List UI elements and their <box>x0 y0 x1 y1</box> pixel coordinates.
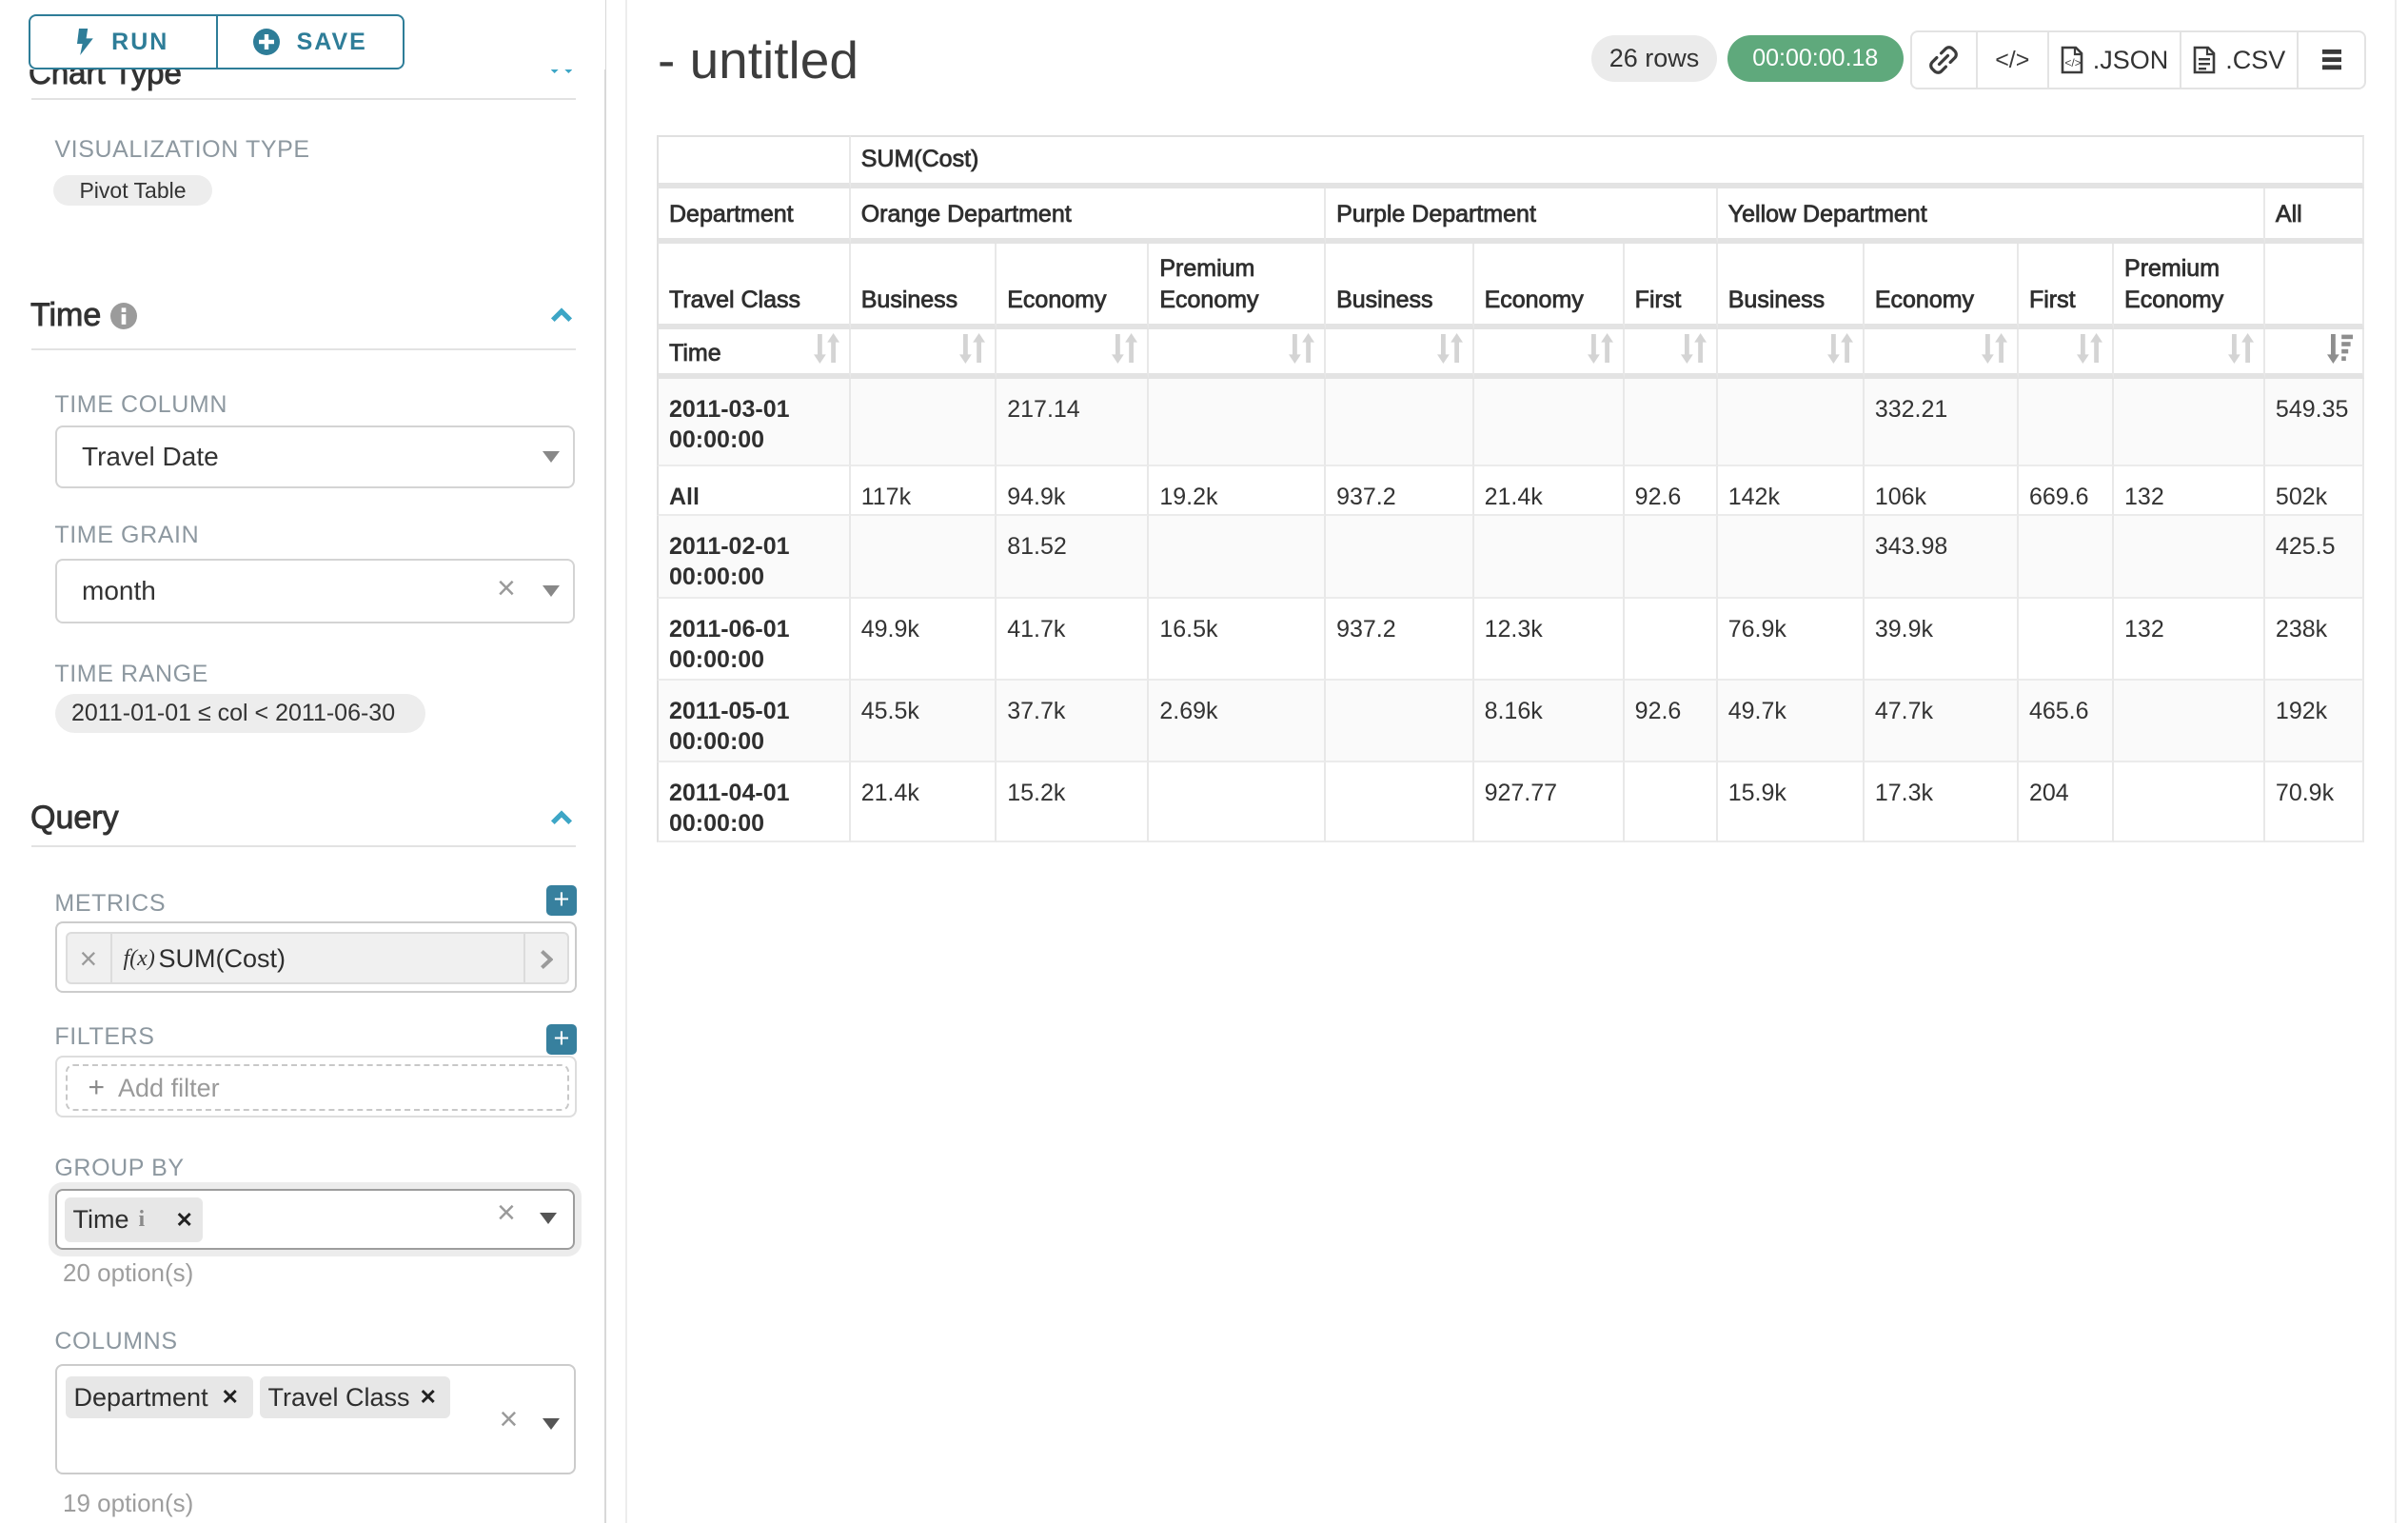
svg-text:</>: </> <box>2064 56 2081 69</box>
